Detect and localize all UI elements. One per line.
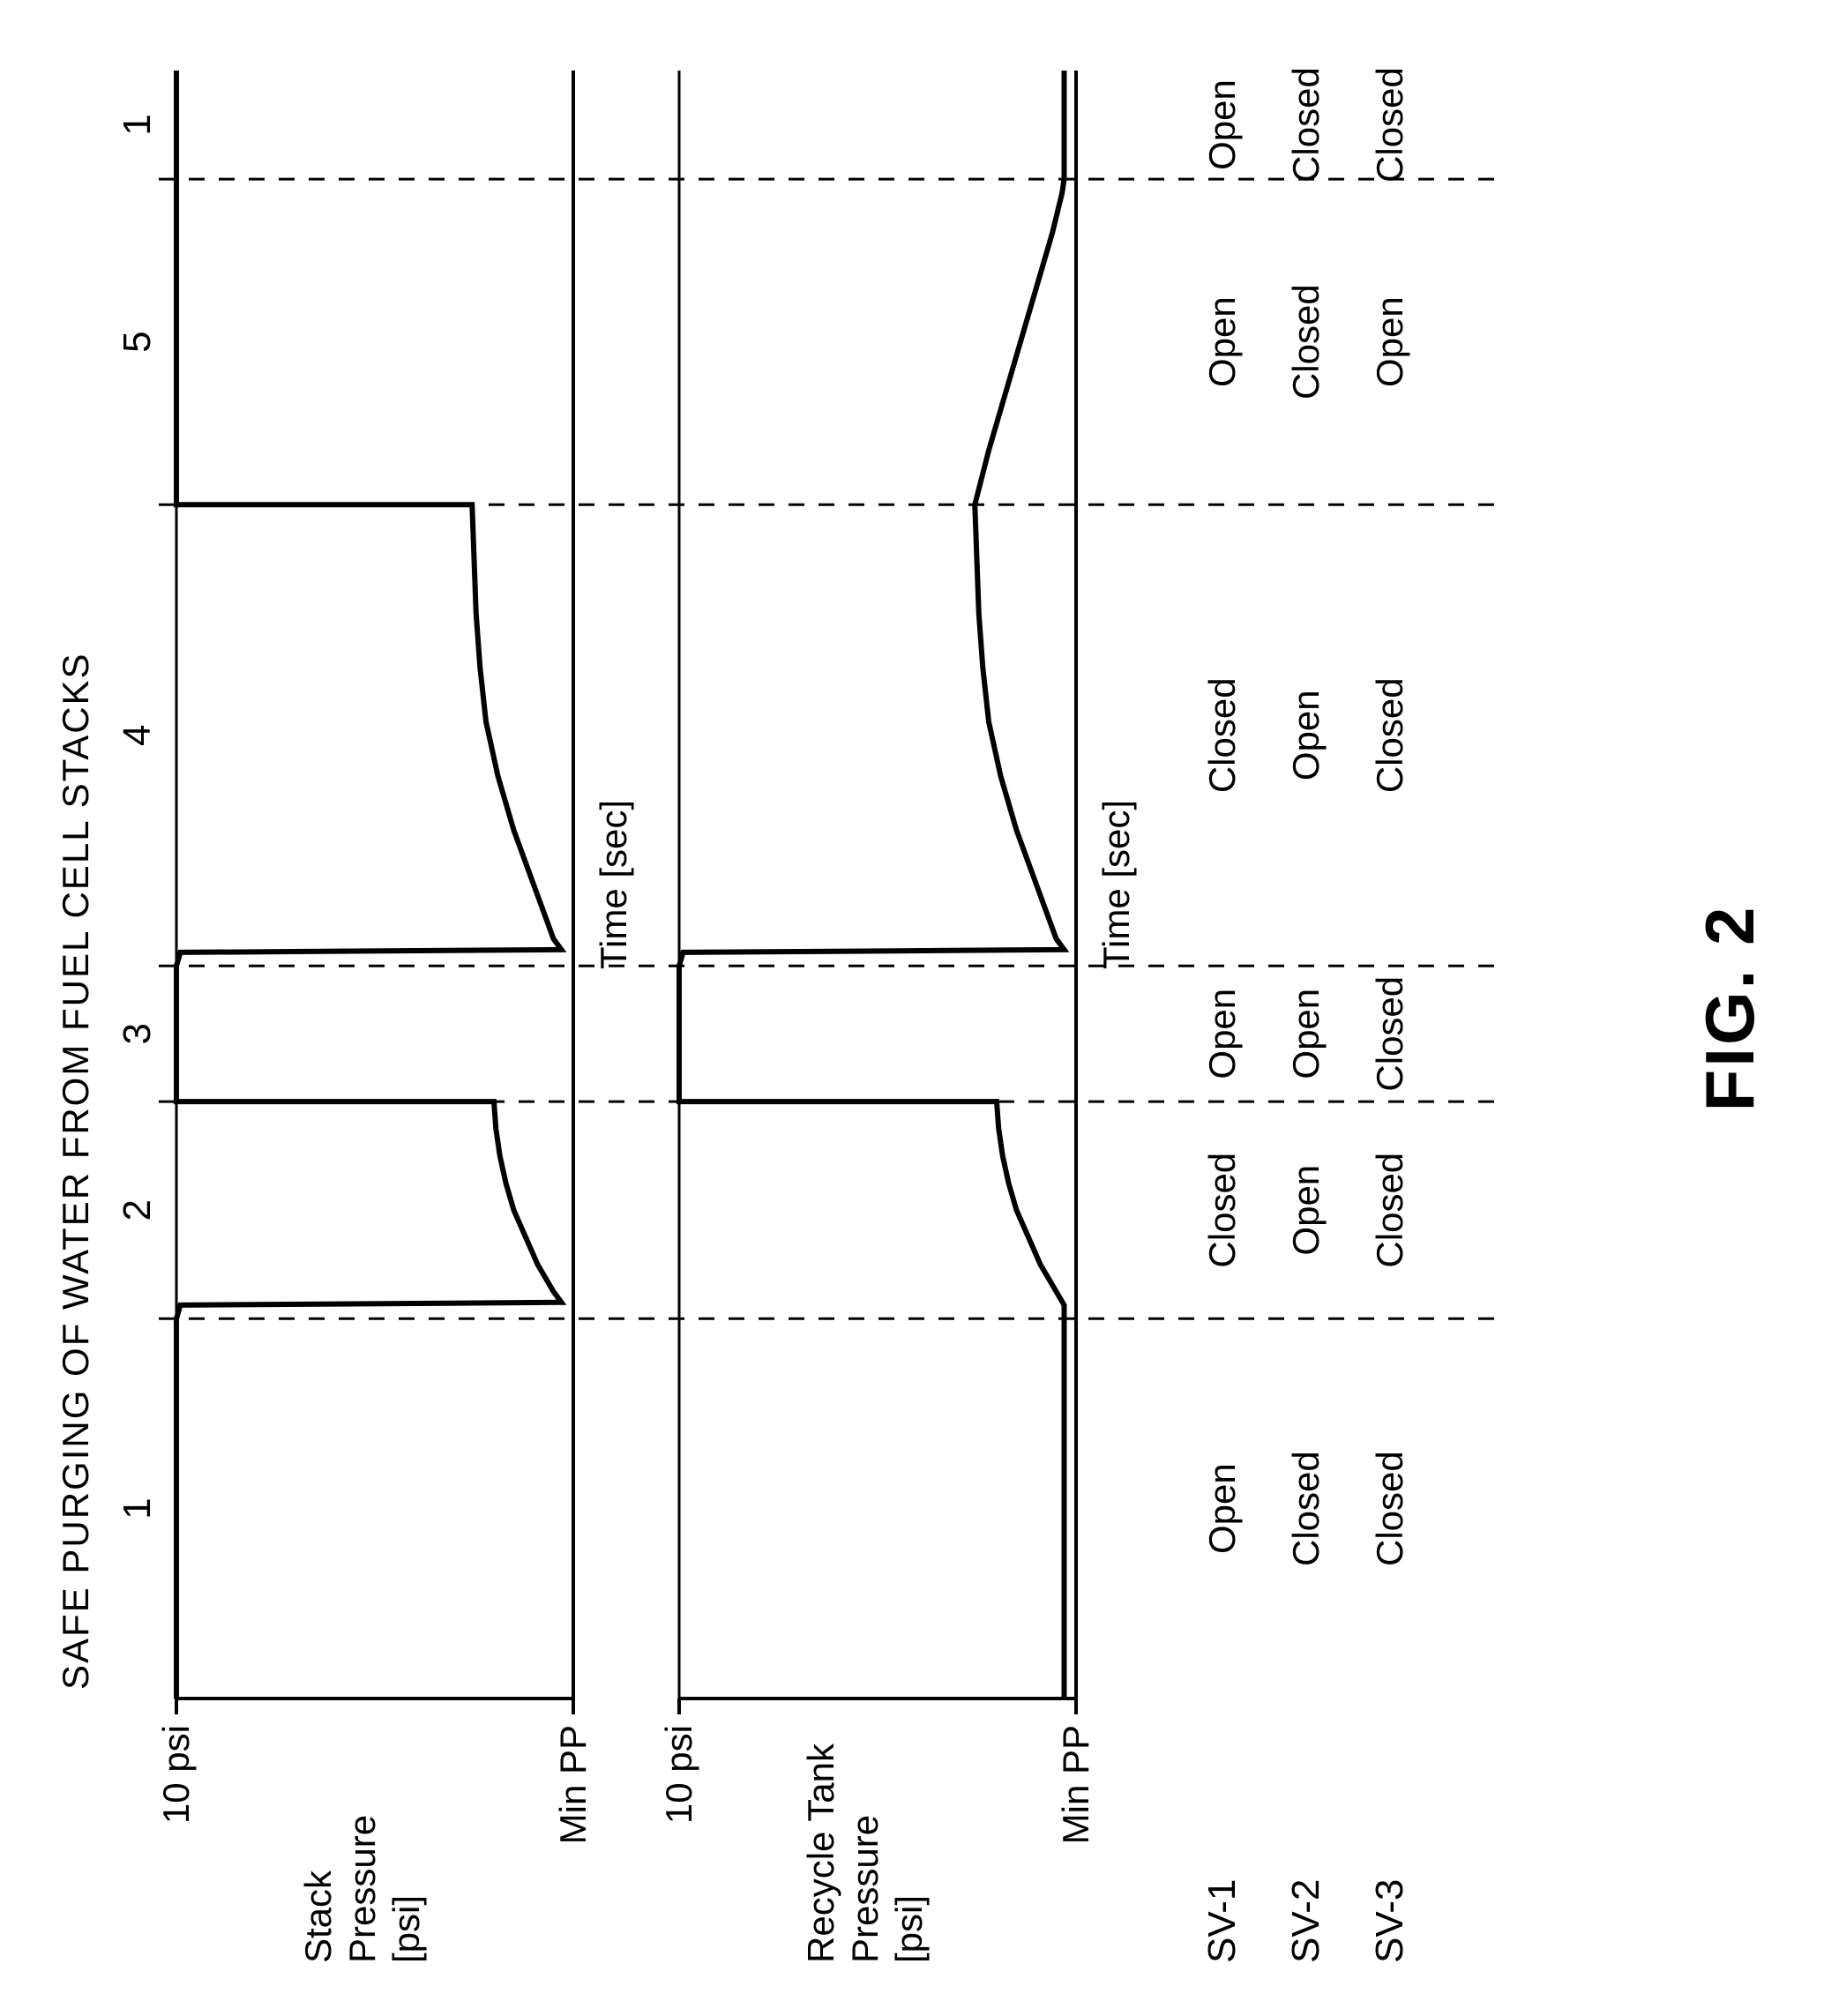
table-cell: Open — [1201, 1463, 1243, 1554]
figure-label: FIG. 2 — [1691, 905, 1768, 1112]
table-cell: Closed — [1369, 1451, 1410, 1566]
x-axis-label: Time [sec] — [593, 800, 634, 969]
phase-label: 2 — [116, 1199, 159, 1221]
table-cell: Open — [1201, 79, 1243, 170]
phase-label: 1 — [116, 1497, 159, 1519]
figure-svg: SAFE PURGING OF WATER FROM FUEL CELL STA… — [0, 0, 1824, 2016]
table-cell: Closed — [1369, 677, 1410, 793]
phase-label: 5 — [116, 331, 159, 352]
table-row-label: SV-2 — [1284, 1879, 1327, 1963]
phase-label: 4 — [116, 725, 159, 746]
chart-title: SAFE PURGING OF WATER FROM FUEL CELL STA… — [55, 652, 96, 1690]
table-cell: Closed — [1285, 1451, 1327, 1566]
table-cell: Open — [1285, 1165, 1327, 1256]
table-cell: Open — [1201, 989, 1243, 1079]
table-cell: Closed — [1285, 67, 1327, 183]
figure-stage: SAFE PURGING OF WATER FROM FUEL CELL STA… — [0, 0, 1824, 2016]
table-cell: Closed — [1369, 976, 1410, 1092]
y-axis-title-line: [psi] — [385, 1895, 427, 1963]
table-cell: Closed — [1285, 284, 1327, 399]
ytick-top: 10 psi — [155, 1725, 197, 1824]
ytick-bot: Min PP — [552, 1725, 594, 1844]
y-axis-title-line: Stack — [297, 1870, 339, 1963]
y-axis-title-line: Pressure — [844, 1815, 886, 1963]
stack-pressure-line — [176, 71, 562, 1699]
phase-label: 3 — [116, 1023, 159, 1044]
table-row-label: SV-1 — [1200, 1879, 1244, 1963]
y-axis-title-line: Pressure — [341, 1815, 383, 1963]
table-cell: Closed — [1201, 1153, 1243, 1268]
y-axis-title-line: [psi] — [888, 1895, 930, 1963]
phase-label: 1 — [116, 114, 159, 135]
x-axis-label: Time [sec] — [1095, 800, 1137, 969]
ytick-bot: Min PP — [1055, 1725, 1096, 1844]
table-cell: Open — [1201, 296, 1243, 387]
y-axis-title-line: Recycle Tank — [800, 1743, 841, 1963]
table-row-label: SV-3 — [1368, 1879, 1411, 1963]
table-cell: Closed — [1201, 677, 1243, 793]
table-cell: Open — [1285, 690, 1327, 780]
recycle-pressure-line — [679, 71, 1065, 1699]
table-cell: Closed — [1369, 1153, 1410, 1268]
table-cell: Closed — [1369, 67, 1410, 183]
table-cell: Open — [1369, 296, 1410, 387]
ytick-top: 10 psi — [658, 1725, 699, 1824]
table-cell: Open — [1285, 989, 1327, 1079]
